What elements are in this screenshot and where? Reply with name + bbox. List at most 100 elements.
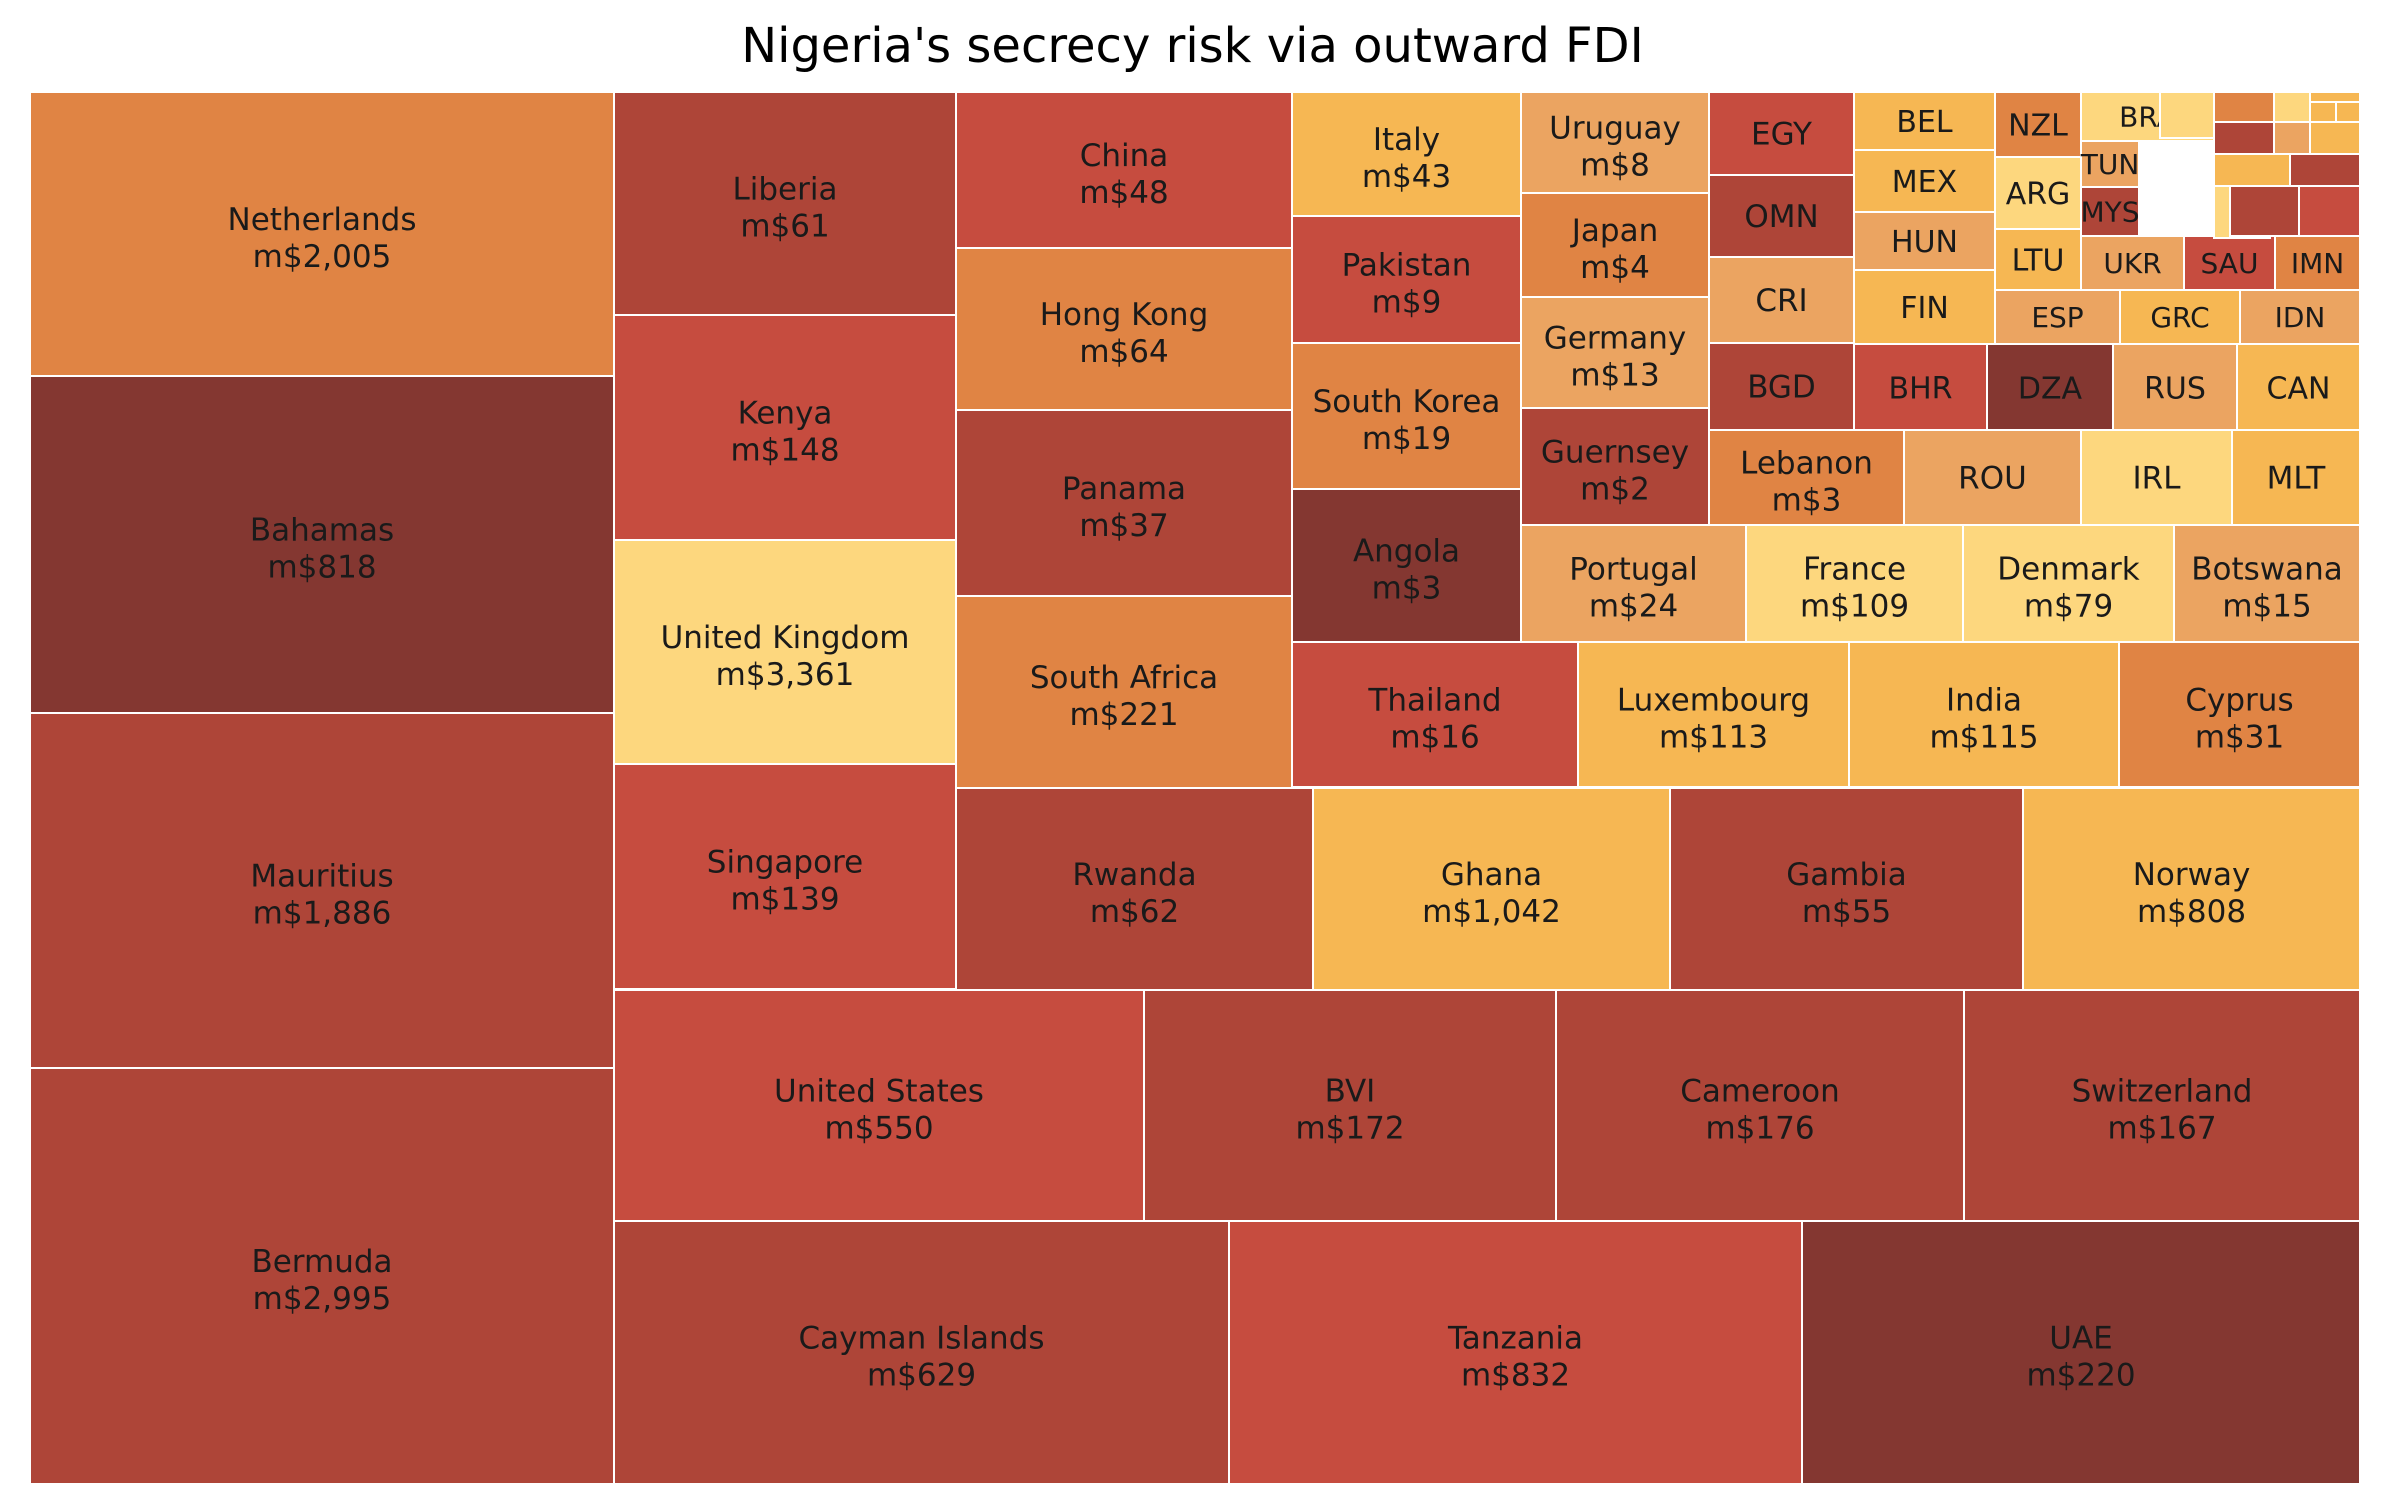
treemap-cell-rus xyxy=(2112,343,2238,432)
cell-label-liberia: Liberia xyxy=(733,172,838,208)
cell-label-tanzania: Tanzania xyxy=(1447,1321,1583,1357)
cell-value-ghana: m$1,042 xyxy=(1422,894,1561,930)
cell-label-bahamas: Bahamas xyxy=(250,513,394,549)
cell-label-kenya: Kenya xyxy=(738,396,833,432)
cell-value-tanzania: m$832 xyxy=(1461,1358,1570,1394)
cell-label-cri: CRI xyxy=(1755,283,1807,319)
treemap-cell-uruguay xyxy=(1520,91,1710,194)
cell-label-luxembourg: Luxembourg xyxy=(1617,683,1810,719)
cell-label-esp: ESP xyxy=(2031,301,2083,334)
cell-label-guernsey: Guernsey xyxy=(1541,435,1689,471)
cell-label-imn: IMN xyxy=(2291,247,2344,280)
treemap-cell-unlabeled-71 xyxy=(2298,183,2361,237)
treemap-cell-rwanda xyxy=(955,787,1314,991)
cell-value-france: m$109 xyxy=(1800,589,1909,625)
cell-value-japan: m$4 xyxy=(1580,250,1650,286)
cell-label-bhr: BHR xyxy=(1889,371,1953,406)
cell-label-can: CAN xyxy=(2267,371,2331,406)
cell-label-france: France xyxy=(1803,552,1906,588)
cell-value-denmark: m$79 xyxy=(2024,589,2113,625)
cell-label-tun: TUN xyxy=(2080,148,2140,181)
cell-value-mauritius: m$1,886 xyxy=(253,896,392,932)
cell-label-cayman-islands: Cayman Islands xyxy=(798,1321,1044,1357)
cell-value-luxembourg: m$113 xyxy=(1659,720,1768,756)
treemap-cell-hong-kong xyxy=(955,247,1293,411)
cell-label-rus: RUS xyxy=(2144,371,2206,406)
cell-label-ltu: LTU xyxy=(2012,243,2065,278)
cell-value-south-africa: m$221 xyxy=(1069,697,1178,733)
treemap-cell-tun xyxy=(2080,140,2140,188)
treemap-cell-esp xyxy=(1994,289,2121,345)
treemap-cell-ltu xyxy=(1994,228,2082,291)
cell-value-cayman-islands: m$629 xyxy=(867,1358,976,1394)
treemap-cell-bvi xyxy=(1143,989,1557,1222)
cell-label-grc: GRC xyxy=(2150,301,2209,334)
treemap-cell-unlabeled-79 xyxy=(2213,153,2291,187)
cell-label-mlt: MLT xyxy=(2267,461,2327,497)
treemap-cell-pakistan xyxy=(1291,215,1522,344)
cell-value-lebanon: m$3 xyxy=(1772,483,1842,519)
cell-label-bermuda: Bermuda xyxy=(251,1244,392,1280)
treemap-cell-china xyxy=(955,91,1293,249)
treemap-cell-unlabeled-72 xyxy=(2213,91,2275,123)
cell-label-hun: HUN xyxy=(1891,225,1958,260)
cell-label-panama: Panama xyxy=(1062,471,1186,507)
treemap-cell-cameroon xyxy=(1555,989,1965,1222)
treemap-cell-switzerland xyxy=(1963,989,2361,1222)
treemap-cell-luxembourg xyxy=(1577,641,1850,788)
cell-value-united-states: m$550 xyxy=(824,1111,933,1147)
cell-label-pakistan: Pakistan xyxy=(1342,248,1472,284)
treemap-cell-netherlands xyxy=(29,91,615,377)
cell-value-hong-kong: m$64 xyxy=(1079,334,1168,370)
cell-label-cyprus: Cyprus xyxy=(2185,683,2293,719)
cell-value-south-korea: m$19 xyxy=(1362,421,1451,457)
cell-value-uae: m$220 xyxy=(2026,1358,2135,1394)
cell-label-denmark: Denmark xyxy=(1997,552,2140,588)
cell-label-fin: FIN xyxy=(1900,291,1949,326)
cell-value-panama: m$37 xyxy=(1079,508,1168,544)
cell-value-thailand: m$16 xyxy=(1390,720,1479,756)
cell-label-china: China xyxy=(1080,138,1169,174)
treemap-cell-cri xyxy=(1708,256,1855,344)
cell-value-rwanda: m$62 xyxy=(1090,894,1179,930)
cell-value-singapore: m$139 xyxy=(730,882,839,918)
cell-label-switzerland: Switzerland xyxy=(2072,1074,2253,1110)
cell-label-netherlands: Netherlands xyxy=(228,202,417,238)
treemap-cell-unlabeled-78 xyxy=(2309,121,2361,155)
cell-label-mex: MEX xyxy=(1892,165,1957,200)
treemap-cell-bel xyxy=(1853,91,1996,151)
treemap-cell-irl xyxy=(2080,429,2233,526)
cell-label-uae: UAE xyxy=(2049,1321,2112,1357)
cell-label-portugal: Portugal xyxy=(1569,552,1697,588)
treemap-cell-egy xyxy=(1708,91,1855,176)
treemap-cell-lebanon xyxy=(1708,429,1905,526)
cell-label-rou: ROU xyxy=(1958,461,2027,497)
cell-label-nzl: NZL xyxy=(2008,108,2068,143)
cell-value-angola: m$3 xyxy=(1372,571,1442,607)
cell-label-singapore: Singapore xyxy=(707,845,863,881)
cell-value-guernsey: m$2 xyxy=(1580,472,1650,508)
cell-value-kenya: m$148 xyxy=(730,433,839,469)
cell-label-italy: Italy xyxy=(1373,122,1440,158)
cell-label-india: India xyxy=(1946,683,2022,719)
treemap-cell-denmark xyxy=(1962,524,2175,643)
cell-label-egy: EGY xyxy=(1751,117,1812,153)
cell-label-thailand: Thailand xyxy=(1367,683,1501,719)
cell-label-south-africa: South Africa xyxy=(1030,660,1218,696)
cell-value-uruguay: m$8 xyxy=(1580,148,1650,184)
cell-label-ghana: Ghana xyxy=(1441,857,1542,893)
treemap-cell-south-africa xyxy=(955,595,1293,789)
cell-label-bel: BEL xyxy=(1896,105,1953,140)
cell-value-bvi: m$172 xyxy=(1295,1111,1404,1147)
cell-label-gambia: Gambia xyxy=(1786,857,1907,893)
treemap-cell-united-states xyxy=(613,989,1145,1222)
cell-label-rwanda: Rwanda xyxy=(1072,857,1196,893)
cell-label-lebanon: Lebanon xyxy=(1740,446,1873,482)
treemap-cell-idn xyxy=(2239,289,2361,345)
treemap-cell-guernsey xyxy=(1520,407,1710,526)
cell-label-japan: Japan xyxy=(1570,213,1658,249)
treemap-cell-imn xyxy=(2274,235,2361,291)
cell-value-netherlands: m$2,005 xyxy=(253,239,392,275)
cell-label-arg: ARG xyxy=(2006,177,2071,212)
